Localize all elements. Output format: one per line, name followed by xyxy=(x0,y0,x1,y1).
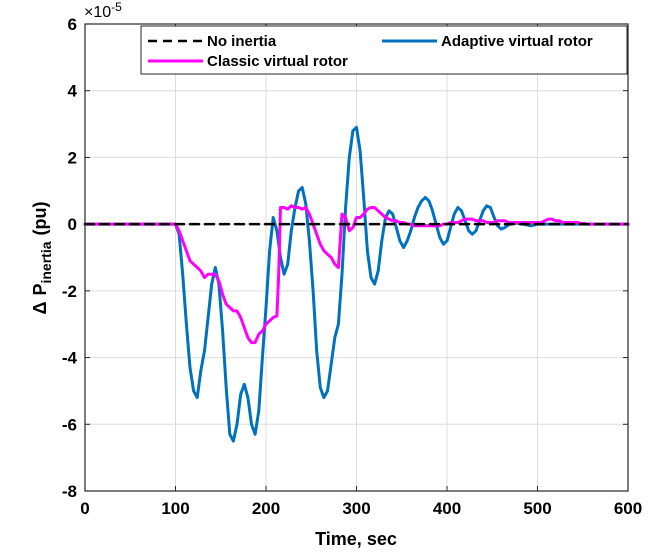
y-tick-label: 6 xyxy=(68,15,77,34)
y-exponent-label: ×10-5 xyxy=(84,0,122,21)
legend-label-adaptive-virtual-rotor: Adaptive virtual rotor xyxy=(441,33,593,50)
series-line-classic-virtual-rotor xyxy=(83,204,630,345)
x-tick-label: 200 xyxy=(252,499,280,518)
series-line-adaptive-virtual-rotor xyxy=(83,125,630,443)
legend-label-classic-virtual-rotor: Classic virtual rotor xyxy=(207,53,348,70)
legend-box xyxy=(140,25,628,75)
x-tick-label: 400 xyxy=(433,499,461,518)
legend: No inertia Adaptive virtual rotor Classi… xyxy=(140,25,628,75)
legend-label-no-inertia: No inertia xyxy=(207,33,277,50)
y-tick-label: -6 xyxy=(62,415,77,434)
x-tick-label: 100 xyxy=(161,499,189,518)
y-tick-label: 4 xyxy=(68,82,78,101)
series-lines xyxy=(83,125,630,443)
y-tick-label: -4 xyxy=(62,349,78,368)
x-tick-label: 500 xyxy=(523,499,551,518)
y-tick-label: -2 xyxy=(62,282,77,301)
x-tick-label: 0 xyxy=(80,499,89,518)
x-tick-label: 300 xyxy=(342,499,370,518)
x-tick-label: 600 xyxy=(614,499,642,518)
y-tick-label: 0 xyxy=(68,215,77,234)
axis-ticks: 0 100 200 300 400 500 600 -8 -6 -4 -2 0 2 4 6 xyxy=(62,15,642,518)
y-axis-title: ΔPinertia(pu) xyxy=(30,202,54,315)
grid xyxy=(85,24,628,491)
x-axis-title: Time, sec xyxy=(315,529,397,549)
y-tick-label: -8 xyxy=(62,482,77,501)
y-tick-label: 2 xyxy=(68,148,77,167)
